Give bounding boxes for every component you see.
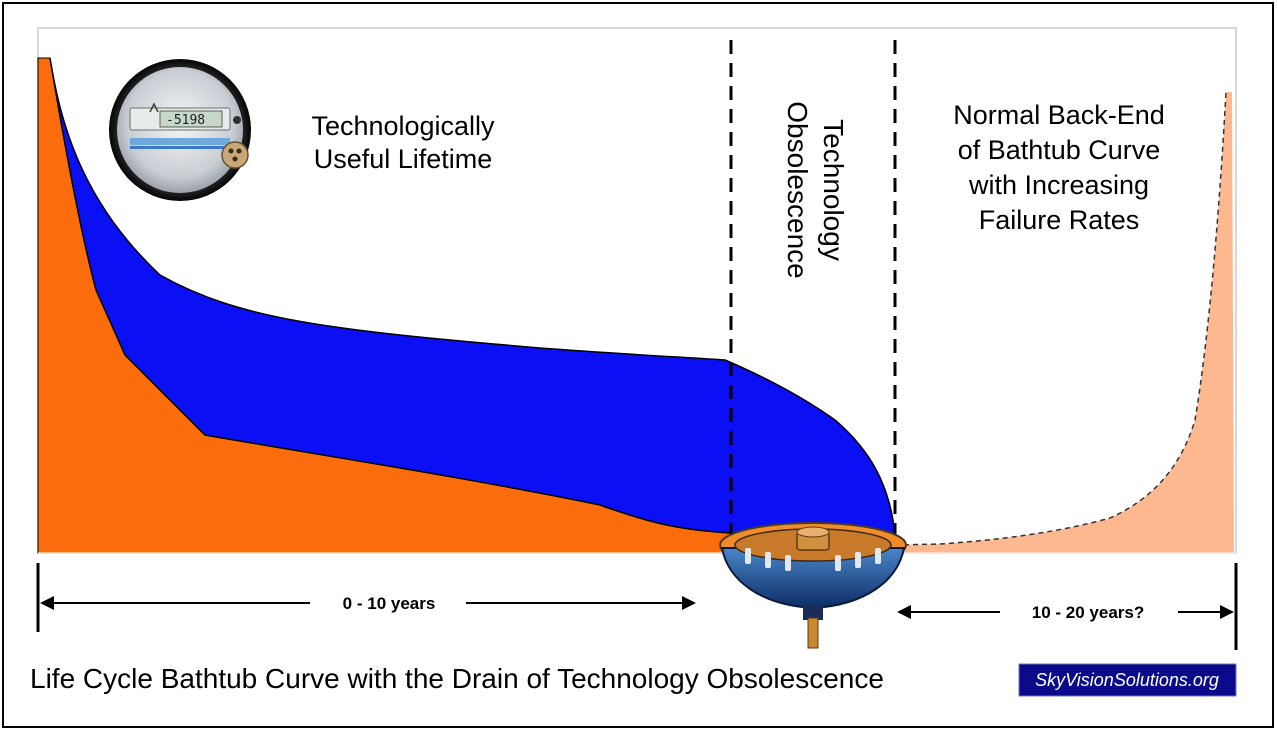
backend-label-line4: Failure Rates xyxy=(979,205,1140,235)
smart-meter-illustration: -5198 xyxy=(109,59,251,201)
drain-stopper-illustration xyxy=(719,522,907,649)
backend-label-line2: of Bathtub Curve xyxy=(958,135,1161,165)
obsolescence-label-line1: Technology xyxy=(818,119,849,261)
backend-label-line3: with Increasing xyxy=(968,170,1149,200)
diagram-caption: Life Cycle Bathtub Curve with the Drain … xyxy=(30,663,884,694)
peach-backend-area xyxy=(895,92,1234,553)
useful-lifetime-label-line2: Useful Lifetime xyxy=(314,144,493,174)
span-arrow-right xyxy=(897,563,1238,650)
span-right-label: 10 - 20 years? xyxy=(1032,603,1144,622)
meter-display-readout: -5198 xyxy=(166,113,205,128)
blue-useful-lifetime-band xyxy=(49,57,896,541)
site-badge[interactable] xyxy=(1018,663,1237,697)
backend-label-line1: Normal Back-End xyxy=(953,100,1165,130)
span-left-label: 0 - 10 years xyxy=(343,594,436,613)
peach-backend-dashed-edge xyxy=(894,91,1227,546)
site-badge-label[interactable]: SkyVisionSolutions.org xyxy=(1035,670,1219,690)
obsolescence-label-line2: Obsolescence xyxy=(782,101,813,278)
span-arrow-left xyxy=(36,563,696,632)
useful-lifetime-label-line1: Technologically xyxy=(311,111,495,141)
